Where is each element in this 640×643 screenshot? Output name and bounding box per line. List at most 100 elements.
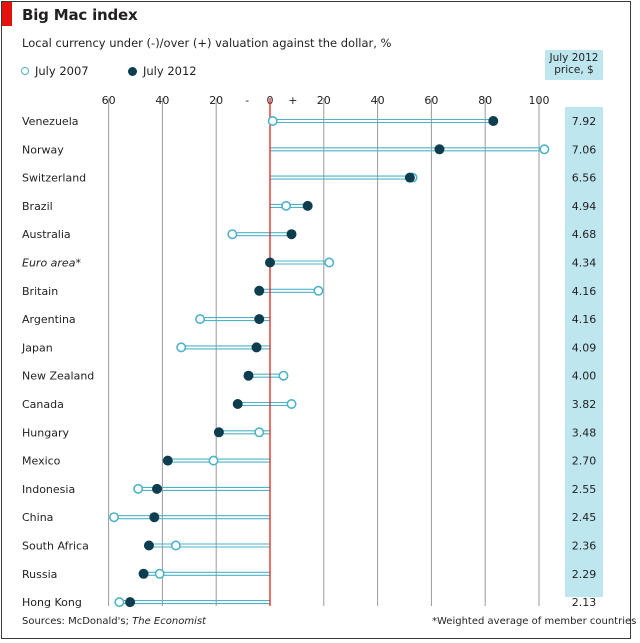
x-tick-label: - bbox=[245, 94, 249, 107]
price-header-line2: price, $ bbox=[554, 64, 594, 76]
marker-2007-australia bbox=[227, 229, 238, 240]
country-label-britain: Britain bbox=[22, 285, 58, 298]
frame-cutout bbox=[631, 385, 640, 643]
marker-2007-hungary bbox=[254, 427, 265, 438]
marker-2012-russia bbox=[138, 568, 149, 579]
price-column-band bbox=[565, 107, 603, 597]
marker-2012-indonesia bbox=[152, 483, 163, 494]
x-tick-label: 40 bbox=[371, 94, 385, 107]
marker-2012-new-zealand bbox=[243, 370, 254, 381]
price-value-russia: 2.29 bbox=[572, 568, 597, 581]
marker-2007-hong-kong bbox=[114, 597, 125, 608]
price-value-hungary: 3.48 bbox=[572, 426, 597, 439]
price-value-south-africa: 2.36 bbox=[572, 540, 597, 553]
marker-2012-norway bbox=[434, 144, 445, 155]
marker-2007-russia bbox=[154, 568, 165, 579]
price-value-australia: 4.68 bbox=[572, 228, 597, 241]
chart-frame bbox=[1, 1, 631, 639]
country-label-japan: Japan bbox=[21, 341, 53, 354]
marker-2012-hungary bbox=[213, 427, 224, 438]
marker-2012-canada bbox=[232, 399, 243, 409]
marker-2007-euro-area bbox=[324, 257, 335, 268]
x-tick-label: 20 bbox=[209, 94, 223, 107]
sources-publication: The Economist bbox=[132, 616, 206, 627]
marker-2012-venezuela bbox=[488, 116, 499, 126]
x-tick-label: 60 bbox=[424, 94, 438, 107]
price-value-canada: 3.82 bbox=[572, 398, 597, 411]
chart-title: Big Mac index bbox=[22, 6, 138, 24]
hollow-dot-icon bbox=[21, 67, 29, 75]
marker-2007-new-zealand bbox=[278, 370, 289, 381]
marker-2007-venezuela bbox=[267, 116, 278, 127]
country-label-australia: Australia bbox=[22, 228, 71, 241]
price-value-indonesia: 2.55 bbox=[572, 483, 597, 496]
price-value-venezuela: 7.92 bbox=[572, 115, 597, 128]
price-value-switzerland: 6.56 bbox=[572, 172, 597, 185]
legend-label-2012: July 2012 bbox=[143, 64, 197, 78]
filled-dot-icon bbox=[128, 66, 137, 76]
country-label-russia: Russia bbox=[22, 568, 57, 581]
country-label-argentina: Argentina bbox=[22, 313, 76, 326]
marker-2012-australia bbox=[286, 229, 297, 240]
marker-2007-south-africa bbox=[170, 540, 181, 551]
marker-2012-euro-area bbox=[265, 257, 275, 268]
marker-2007-indonesia bbox=[133, 483, 144, 494]
x-tick-label: 100 bbox=[529, 94, 550, 107]
country-label-mexico: Mexico bbox=[22, 455, 61, 468]
country-label-hungary: Hungary bbox=[22, 426, 69, 439]
country-label-china: China bbox=[22, 511, 53, 524]
marker-2007-norway bbox=[539, 144, 550, 155]
x-tick-label: 40 bbox=[155, 94, 169, 107]
marker-2012-mexico bbox=[162, 455, 173, 466]
legend-july-2007: July 2007 bbox=[21, 64, 89, 78]
price-value-china: 2.45 bbox=[572, 511, 597, 524]
price-value-argentina: 4.16 bbox=[572, 313, 597, 326]
country-label-euro-area: Euro area* bbox=[22, 257, 81, 270]
price-value-new-zealand: 4.00 bbox=[572, 370, 597, 383]
country-label-brazil: Brazil bbox=[22, 200, 53, 213]
x-tick-label: 60 bbox=[102, 94, 116, 107]
country-label-new-zealand: New Zealand bbox=[22, 370, 94, 383]
marker-2007-britain bbox=[313, 285, 324, 296]
marker-2012-britain bbox=[254, 285, 265, 296]
country-label-switzerland: Switzerland bbox=[22, 172, 86, 185]
marker-2012-switzerland bbox=[404, 172, 415, 183]
marker-2007-mexico bbox=[208, 455, 219, 466]
footnote: *Weighted average of member countries bbox=[432, 616, 637, 627]
marker-2012-brazil bbox=[302, 200, 313, 211]
marker-2007-china bbox=[108, 512, 119, 523]
x-tick-label: 20 bbox=[317, 94, 331, 107]
marker-2012-china bbox=[149, 512, 160, 523]
country-label-hong-kong: Hong Kong bbox=[22, 596, 82, 609]
marker-2012-argentina bbox=[254, 314, 265, 325]
x-tick-label: + bbox=[288, 94, 297, 107]
legend-label-2007: July 2007 bbox=[35, 64, 89, 78]
marker-2012-south-africa bbox=[143, 540, 154, 551]
country-label-indonesia: Indonesia bbox=[22, 483, 75, 496]
price-value-japan: 4.09 bbox=[572, 341, 597, 354]
price-value-euro-area: 4.34 bbox=[572, 257, 597, 270]
marker-2007-japan bbox=[176, 342, 187, 353]
price-value-hong-kong: 2.13 bbox=[572, 596, 597, 609]
marker-2007-canada bbox=[286, 398, 297, 409]
price-value-britain: 4.16 bbox=[572, 285, 597, 298]
sources-note: Sources: McDonald's; The Economist bbox=[22, 616, 206, 627]
x-tick-label: 80 bbox=[478, 94, 492, 107]
sources-prefix: Sources: McDonald's; bbox=[22, 616, 133, 627]
price-header-line1: July 2012 bbox=[549, 52, 599, 64]
country-label-norway: Norway bbox=[22, 143, 64, 156]
country-label-south-africa: South Africa bbox=[22, 540, 89, 553]
price-value-norway: 7.06 bbox=[572, 143, 597, 156]
price-value-mexico: 2.70 bbox=[572, 455, 597, 468]
marker-2007-brazil bbox=[281, 200, 292, 211]
marker-2012-japan bbox=[251, 342, 262, 353]
price-column-header: July 2012 price, $ bbox=[545, 50, 603, 80]
chart-subtitle: Local currency under (-)/over (+) valuat… bbox=[22, 36, 392, 50]
marker-2012-hong-kong bbox=[125, 597, 136, 608]
legend-july-2012: July 2012 bbox=[128, 64, 197, 78]
country-label-canada: Canada bbox=[22, 398, 64, 411]
country-label-venezuela: Venezuela bbox=[22, 115, 79, 128]
brand-tag bbox=[2, 2, 12, 26]
price-value-brazil: 4.94 bbox=[572, 200, 597, 213]
